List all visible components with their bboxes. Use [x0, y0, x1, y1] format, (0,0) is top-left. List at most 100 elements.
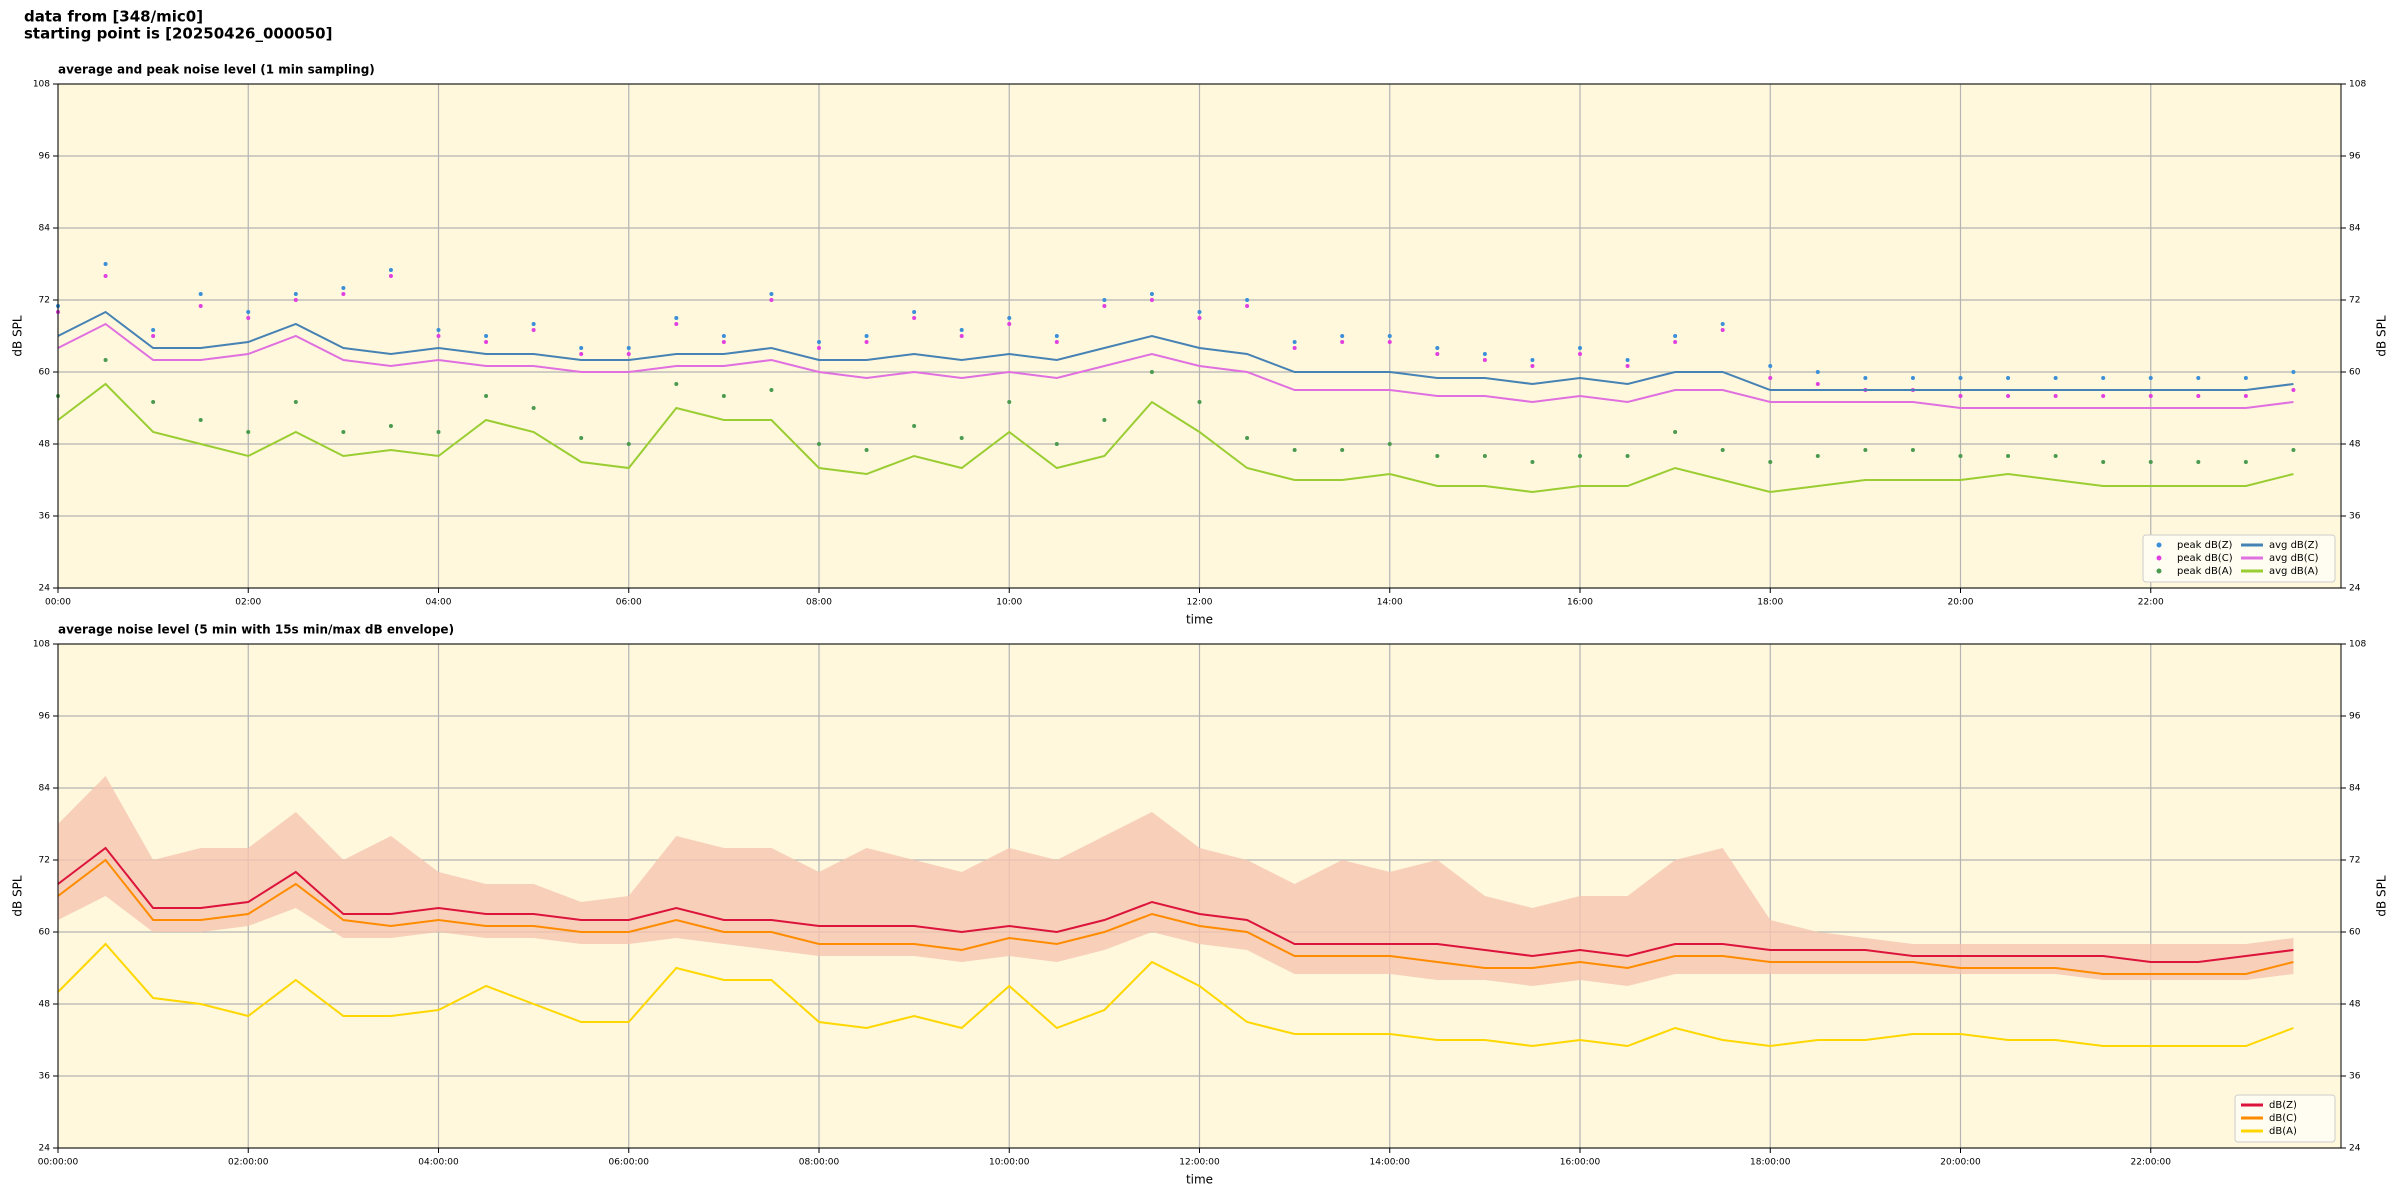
- peak-point: [1292, 340, 1297, 344]
- peak-point: [531, 328, 536, 332]
- peak-point: [721, 340, 726, 344]
- peak-point: [341, 292, 346, 296]
- peak-point: [1007, 400, 1012, 404]
- y2-tick-label: 24: [2349, 1144, 2361, 1154]
- peak-point: [1673, 430, 1678, 434]
- legend-marker: [2156, 568, 2162, 574]
- y2-tick-label: 60: [2349, 368, 2361, 378]
- peak-point: [198, 304, 203, 308]
- peak-point: [2148, 394, 2153, 398]
- peak-point: [959, 436, 964, 440]
- x-tick-label: 14:00: [1377, 598, 1403, 608]
- peak-point: [769, 298, 774, 302]
- x-tick-label: 02:00: [235, 598, 261, 608]
- peak-point: [864, 334, 869, 338]
- peak-point: [2196, 376, 2201, 380]
- peak-point: [246, 310, 251, 314]
- y-tick-label: 96: [39, 152, 51, 162]
- y-tick-label: 36: [39, 1072, 51, 1082]
- series-line: [57, 310, 2294, 391]
- peak-point: [1435, 346, 1440, 350]
- peak-point: [531, 322, 536, 326]
- peak-point: [2053, 376, 2058, 380]
- peak-point: [1482, 358, 1487, 362]
- peak-point: [1530, 364, 1535, 368]
- y2-axis-label: dB SPL: [2375, 875, 2389, 917]
- y2-tick-label: 72: [2349, 296, 2360, 306]
- peak-point: [1340, 448, 1345, 452]
- peak-point: [626, 442, 631, 446]
- legend-label: dB(A): [2269, 1126, 2297, 1137]
- plot-frame: [57, 83, 2342, 589]
- peak-point: [626, 352, 631, 356]
- y2-axis-label: dB SPL: [2375, 315, 2389, 357]
- peak-point: [817, 346, 821, 350]
- x-tick-label: 04:00: [426, 598, 452, 608]
- y-axis-label: dB SPL: [11, 875, 25, 917]
- y-tick-label: 48: [39, 1000, 51, 1010]
- peak-point: [1815, 382, 1820, 386]
- y-tick-label: 60: [39, 928, 51, 938]
- legend-label: avg dB(A): [2269, 566, 2319, 577]
- plot-frame: [57, 643, 2342, 1149]
- peak-point: [912, 316, 917, 320]
- peak-point: [1340, 340, 1345, 344]
- peak-point: [1578, 352, 1582, 356]
- peak-point: [293, 298, 298, 302]
- peak-point: [1910, 376, 1915, 380]
- peak-point: [1482, 352, 1487, 356]
- peak-point: [1435, 352, 1440, 356]
- peak-point: [2243, 394, 2248, 398]
- y2-tick-label: 84: [2349, 784, 2361, 794]
- peak-point: [1578, 454, 1582, 458]
- x-tick-label: 08:00: [806, 598, 832, 608]
- peak-point: [1387, 340, 1392, 344]
- peak-point: [1720, 328, 1725, 332]
- y2-tick-label: 72: [2349, 856, 2360, 866]
- peak-point: [959, 334, 964, 338]
- peak-point: [293, 400, 298, 404]
- peak-point: [579, 346, 584, 350]
- peak-point: [151, 328, 156, 332]
- peak-point: [864, 448, 869, 452]
- series-line: [57, 322, 2294, 409]
- peak-point: [2291, 370, 2296, 374]
- peak-point: [1958, 376, 1963, 380]
- x-tick-label: 16:00:00: [1560, 1158, 1601, 1168]
- peak-point: [2148, 460, 2153, 464]
- peak-point: [2196, 394, 2201, 398]
- peak-point: [1149, 370, 1154, 374]
- peak-point: [1007, 316, 1012, 320]
- y-tick-label: 96: [39, 712, 51, 722]
- peak-point: [1245, 436, 1250, 440]
- peak-point: [1245, 304, 1250, 308]
- peak-point: [817, 442, 821, 446]
- peak-point: [341, 286, 346, 290]
- x-axis-label: time: [1186, 613, 1213, 627]
- peak-point: [864, 340, 869, 344]
- peak-point: [1673, 334, 1678, 338]
- peak-point: [198, 292, 203, 296]
- y2-tick-label: 96: [2349, 152, 2361, 162]
- peak-point: [579, 436, 584, 440]
- peak-point: [817, 340, 821, 344]
- peak-point: [151, 400, 156, 404]
- peak-point: [1292, 346, 1297, 350]
- peak-point: [1435, 454, 1440, 458]
- y-tick-label: 108: [33, 640, 50, 650]
- y-axis-label: dB SPL: [11, 315, 25, 357]
- peak-point: [2196, 460, 2201, 464]
- peak-point: [1625, 364, 1630, 368]
- legend-marker: [2156, 542, 2162, 548]
- peak-point: [2101, 376, 2106, 380]
- peak-point: [436, 334, 441, 338]
- peak-point: [1815, 370, 1820, 374]
- peak-point: [2053, 454, 2058, 458]
- peak-point: [2006, 454, 2011, 458]
- peak-point: [1768, 364, 1773, 368]
- legend-box: [2142, 534, 2336, 583]
- peak-point: [1720, 322, 1725, 326]
- x-tick-label: 14:00:00: [1370, 1158, 1411, 1168]
- y2-tick-label: 36: [2349, 512, 2361, 522]
